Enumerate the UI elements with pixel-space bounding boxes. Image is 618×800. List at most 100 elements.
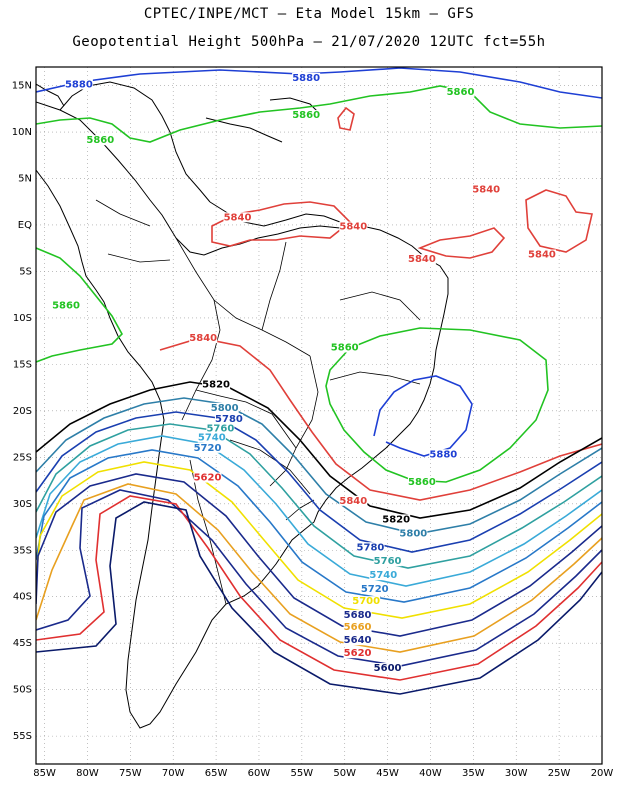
contour-label: 5840 [408, 254, 436, 265]
contour-label: 5840 [189, 333, 217, 344]
contour-label-background [472, 184, 501, 195]
contour-label-background [356, 542, 385, 553]
contour-label-background [352, 596, 381, 607]
contour-label: 5800 [399, 528, 427, 539]
contour-5760 [36, 423, 602, 569]
lon-tick-label: 30W [505, 768, 528, 779]
contour-5840-north [211, 201, 352, 247]
contour-label-background [429, 449, 458, 460]
contour-label-background [446, 86, 475, 97]
contour-label: 5860 [86, 135, 114, 146]
lat-tick-label: 10S [13, 313, 32, 324]
contour-label-background [339, 495, 368, 506]
lat-tick-label: 10N [12, 127, 32, 138]
contour-label: 5820 [382, 514, 410, 525]
contour-label-background [52, 300, 81, 311]
lon-tick-label: 40W [419, 768, 442, 779]
lon-tick-label: 65W [205, 768, 228, 779]
contour-label-background [527, 249, 556, 260]
contour-5740 [36, 435, 602, 587]
contour-5840-small [337, 106, 355, 131]
lon-tick-label: 75W [119, 768, 142, 779]
contour-label: 5880 [292, 73, 320, 84]
contour-label: 5860 [331, 342, 359, 353]
contour-label: 5840 [472, 184, 500, 195]
lon-tick-label: 55W [291, 768, 314, 779]
contour-label: 5740 [369, 570, 397, 581]
contour-label: 5780 [357, 542, 385, 553]
height-contours [36, 67, 602, 695]
contour-label: 5860 [408, 477, 436, 488]
contour-5860-south [325, 327, 549, 483]
contour-label-background [373, 556, 402, 567]
contour-label: 5680 [344, 610, 372, 621]
contour-label: 5620 [344, 648, 372, 659]
contour-label: 5820 [202, 380, 230, 391]
lat-tick-label: 35S [13, 545, 32, 556]
lat-tick-label: 55S [13, 731, 32, 742]
lon-tick-label: 50W [333, 768, 356, 779]
contour-label-background [189, 333, 218, 344]
lon-tick-label: 80W [76, 768, 99, 779]
lon-tick-label: 85W [33, 768, 56, 779]
contour-label-background [292, 110, 321, 121]
contour-label-background [193, 442, 222, 453]
contour-label-background [330, 342, 359, 353]
map-subtitle: Geopotential Height 500hPa – 21/07/2020 … [72, 34, 546, 50]
contour-label: 5700 [352, 596, 380, 607]
contour-label: 5740 [198, 433, 226, 444]
lat-tick-label: 15S [13, 359, 32, 370]
contour-label-background [343, 622, 372, 633]
contour-label-background [360, 584, 389, 595]
contour-label-background [407, 254, 436, 265]
contour-label-background [339, 221, 368, 232]
contour-label: 5860 [52, 301, 80, 312]
contour-5840-east [525, 189, 593, 253]
contour-label: 5840 [224, 212, 252, 223]
contour-label: 5720 [361, 584, 389, 595]
contour-label-background [64, 79, 93, 90]
contour-5660 [36, 483, 602, 653]
coastline [36, 81, 449, 729]
contour-label-background [197, 432, 226, 443]
lon-tick-label: 25W [548, 768, 571, 779]
lat-tick-label: 40S [13, 592, 32, 603]
contour-label-background [86, 135, 115, 146]
contour-5620 [36, 495, 602, 681]
axis-ticks: 85W 80W 75W 70W 65W 60W 55W 50W 45W 40W 35W 30W 25W 2… [12, 81, 614, 779]
contour-label-background [373, 663, 402, 674]
contour-5840-south [159, 337, 602, 501]
lat-tick-label: EQ [18, 220, 32, 231]
lon-tick-label: 45W [376, 768, 399, 779]
contour-5840-ne [417, 227, 506, 259]
contour-label: 5760 [206, 423, 234, 434]
contour-5600 [36, 501, 602, 695]
contour-5720 [36, 449, 602, 603]
contour-5780 [36, 411, 602, 553]
contour-label: 5880 [429, 449, 457, 460]
contour-label: 5840 [339, 496, 367, 507]
contour-label-background [343, 610, 372, 621]
contour-label: 5860 [292, 110, 320, 121]
contour-label-background [206, 423, 235, 434]
lat-tick-label: 25S [13, 452, 32, 463]
contour-label: 5880 [65, 79, 93, 90]
contour-5640 [36, 489, 602, 667]
contour-label: 5840 [339, 222, 367, 233]
lon-tick-label: 60W [248, 768, 271, 779]
contour-label: 5760 [374, 556, 402, 567]
contour-5880-south [373, 375, 473, 457]
contour-labels: 5880 5880 5860 5860 5860 5840 5840 5840 5840 5840… [52, 72, 556, 674]
contour-label: 5840 [528, 250, 556, 261]
lat-tick-label: 50S [13, 685, 32, 696]
contour-5680 [36, 473, 602, 637]
contour-label: 5620 [194, 473, 222, 484]
contour-label: 5660 [344, 622, 372, 633]
contour-label: 5780 [215, 414, 243, 425]
lat-lon-grid [36, 67, 603, 764]
contour-label-background [214, 414, 243, 425]
contour-5820 [36, 381, 602, 519]
contour-5860-west [36, 247, 123, 363]
contour-label-background [399, 528, 428, 539]
